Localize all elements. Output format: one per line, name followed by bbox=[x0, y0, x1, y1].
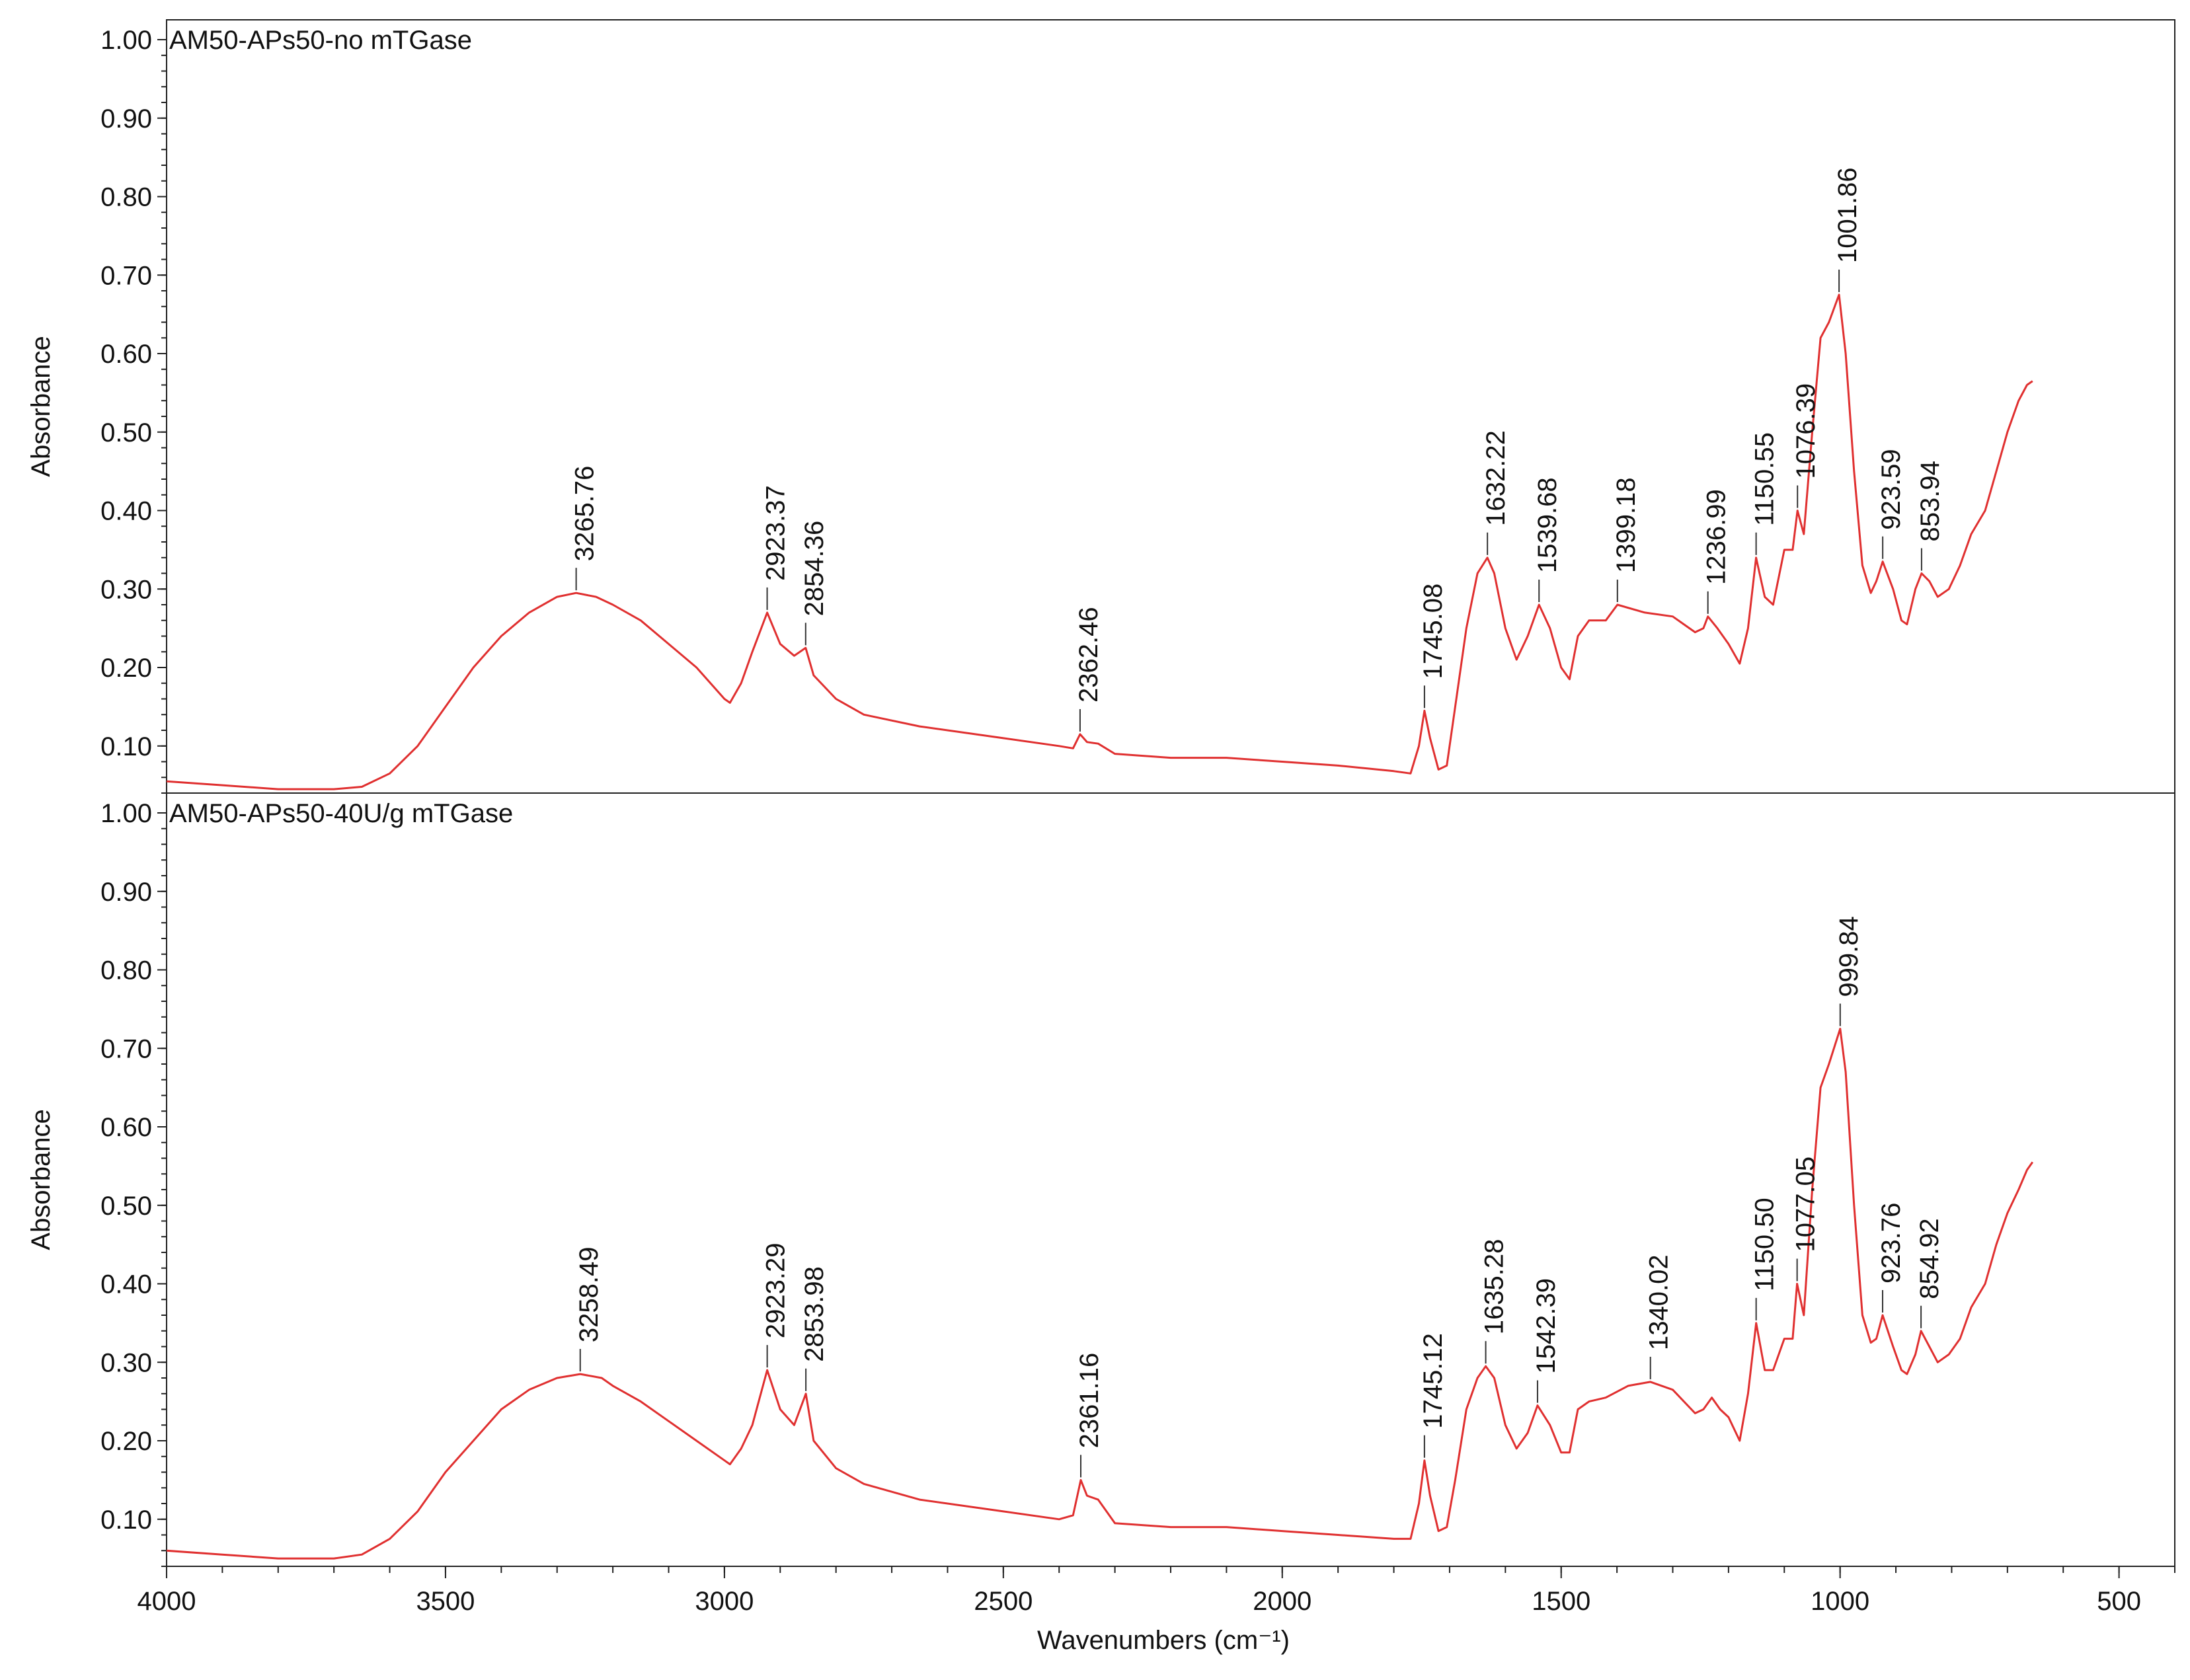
peak-label: 854.92 bbox=[1915, 1218, 1944, 1299]
panel-title: AM50-APs50-40U/g mTGase bbox=[169, 799, 513, 828]
y-tick-label: 1.00 bbox=[100, 26, 152, 55]
y-tick-label: 0.70 bbox=[100, 1034, 152, 1063]
y-tick-label: 0.80 bbox=[100, 183, 152, 212]
peak-label: 2853.98 bbox=[800, 1266, 829, 1362]
peak-label: 923.76 bbox=[1877, 1203, 1906, 1283]
peak-label: 1745.12 bbox=[1419, 1333, 1448, 1429]
peak-label: 853.94 bbox=[1916, 461, 1945, 541]
peak-label: 2923.29 bbox=[762, 1243, 791, 1339]
panel-title: AM50-APs50-no mTGase bbox=[169, 26, 472, 55]
x-axis-title: Wavenumbers (cm⁻¹) bbox=[1037, 1626, 1290, 1655]
y-tick-label: 1.00 bbox=[100, 799, 152, 828]
peak-label: 1539.68 bbox=[1533, 477, 1562, 573]
x-axis: 4000 3500 3000 2500 2000 1500 1000 500 bbox=[137, 1566, 2175, 1616]
peak-label: 2854.36 bbox=[800, 521, 829, 617]
y-tick-label: 0.50 bbox=[100, 1192, 152, 1221]
peak-label: 1745.08 bbox=[1419, 584, 1448, 679]
peak-label: 3265.76 bbox=[570, 466, 600, 562]
y-tick-label: 0.20 bbox=[100, 654, 152, 683]
peak-label: 1340.02 bbox=[1645, 1254, 1674, 1350]
x-tick-label: 3000 bbox=[695, 1587, 754, 1616]
x-tick-label: 1500 bbox=[1532, 1587, 1590, 1616]
peak-label: 923.59 bbox=[1877, 449, 1906, 529]
peak-label: 999.84 bbox=[1834, 916, 1863, 997]
y-tick-label: 0.90 bbox=[100, 104, 152, 134]
y-tick-label: 0.10 bbox=[100, 732, 152, 761]
peak-label: 1632.22 bbox=[1481, 430, 1510, 526]
y-axis-title: Absorbance bbox=[26, 1109, 56, 1250]
x-tick-label: 1000 bbox=[1811, 1587, 1869, 1616]
peak-label: 1236.99 bbox=[1702, 489, 1731, 585]
peak-label: 1542.39 bbox=[1532, 1278, 1561, 1374]
x-tick-label: 2500 bbox=[974, 1587, 1033, 1616]
y-tick-label: 0.10 bbox=[100, 1506, 152, 1535]
panels-layer: 1.00 0.90 0.80 0.70 0.60 0.50 0.40 0.30 0.20 0.10… bbox=[26, 19, 2175, 1567]
peak-label: 2923.37 bbox=[762, 485, 791, 581]
peak-label: 1150.55 bbox=[1750, 432, 1779, 526]
y-tick-label: 0.60 bbox=[100, 1113, 152, 1142]
peak-label: 1077.05 bbox=[1791, 1157, 1820, 1252]
y-tick-label: 0.70 bbox=[100, 261, 152, 290]
peak-label: 1635.28 bbox=[1480, 1239, 1509, 1335]
peak-label: 2362.46 bbox=[1074, 607, 1103, 703]
peak-label: 1076.39 bbox=[1791, 383, 1820, 479]
spectrum-line bbox=[166, 1028, 2034, 1560]
peak-label: 1399.18 bbox=[1612, 477, 1641, 573]
y-tick-label: 0.80 bbox=[100, 956, 152, 985]
peak-label: 1150.50 bbox=[1750, 1198, 1779, 1291]
peak-label: 1001.86 bbox=[1833, 167, 1862, 263]
y-tick-label: 0.20 bbox=[100, 1427, 152, 1456]
x-tick-label: 500 bbox=[2097, 1587, 2141, 1616]
x-tick-label: 2000 bbox=[1253, 1587, 1311, 1616]
y-axis-title: Absorbance bbox=[26, 336, 56, 477]
y-tick-label: 0.40 bbox=[100, 1270, 152, 1299]
peak-label: 2361.16 bbox=[1075, 1353, 1104, 1449]
y-tick-label: 0.50 bbox=[100, 418, 152, 447]
peak-label: 3258.49 bbox=[574, 1246, 604, 1342]
y-tick-label: 0.40 bbox=[100, 497, 152, 526]
x-tick-label: 3500 bbox=[416, 1587, 475, 1616]
spectrum-panel-2: 1.00 0.90 0.80 0.70 0.60 0.50 0.40 0.30 0.20 0.10… bbox=[26, 792, 2175, 1567]
y-tick-label: 0.60 bbox=[100, 340, 152, 369]
spectrum-line bbox=[166, 293, 2033, 790]
x-tick-label: 4000 bbox=[137, 1587, 196, 1616]
y-tick-label: 0.30 bbox=[100, 1348, 152, 1377]
y-tick-label: 0.30 bbox=[100, 575, 152, 604]
y-tick-label: 0.90 bbox=[100, 878, 152, 907]
spectrum-panel-1: 1.00 0.90 0.80 0.70 0.60 0.50 0.40 0.30 0.20 0.10… bbox=[26, 19, 2175, 794]
